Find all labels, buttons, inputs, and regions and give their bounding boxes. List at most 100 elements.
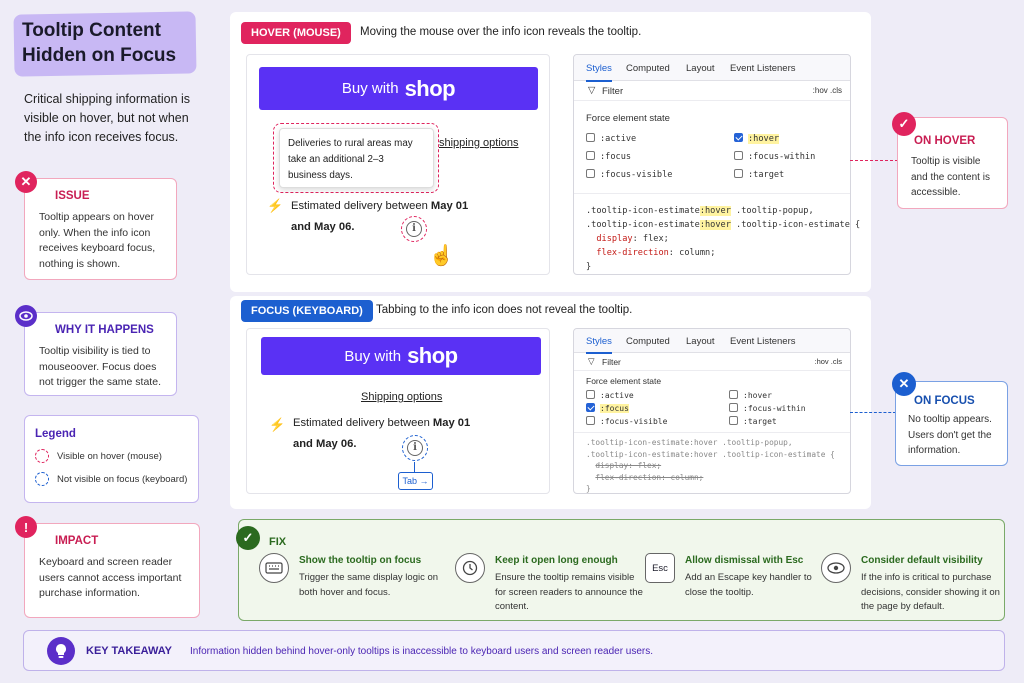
tooltip-popup: Deliveries to rural areas may take an ad…: [279, 128, 434, 188]
legend-item-hover: Visible on hover (mouse): [57, 451, 162, 462]
buy-with-shop-button[interactable]: Buy with shop: [261, 337, 541, 375]
tab-layout[interactable]: Layout: [686, 63, 715, 74]
tab-computed[interactable]: Computed: [626, 63, 670, 74]
hov-cls-toggle[interactable]: :hov .cls: [812, 86, 842, 95]
delivery-and: and: [293, 438, 313, 450]
info-icon[interactable]: i: [407, 440, 423, 456]
clock-icon: [455, 553, 485, 583]
state-focus-within[interactable]: :focus-within: [729, 403, 806, 413]
state-active[interactable]: :active: [586, 133, 636, 144]
fix-panel: ✓ FIX Show the tooltip on focus Trigger …: [236, 519, 1005, 621]
tab-computed[interactable]: Computed: [626, 336, 670, 347]
focus-pill: FOCUS (KEYBOARD): [241, 300, 373, 322]
page-title: Tooltip Content Hidden on Focus: [22, 20, 177, 66]
tab-connector: [414, 462, 415, 472]
devtools-focus: Styles Computed Layout Event Listeners ▽…: [573, 328, 851, 494]
esc-key-icon: Esc: [645, 553, 675, 583]
legend-card: Legend Visible on hover (mouse) Not visi…: [24, 415, 199, 503]
delivery-prefix: Estimated delivery between: [293, 417, 430, 429]
filter-bar[interactable]: ▽ Filter :hov .cls: [574, 353, 850, 371]
tab-event-listeners[interactable]: Event Listeners: [730, 63, 796, 74]
lightbulb-icon: [47, 637, 75, 665]
delivery-and: and: [291, 221, 311, 233]
state-focus-visible[interactable]: :focus-visible: [586, 416, 667, 426]
impact-body: Keyboard and screen reader users cannot …: [39, 556, 182, 599]
state-target[interactable]: :target: [729, 416, 777, 426]
buy-label: Buy with: [341, 80, 399, 97]
fix-title: Keep it open long enough: [495, 555, 618, 566]
delivery-date-end: May 06.: [316, 438, 357, 450]
css-rule-focus: .tooltip-icon-estimate:hover .tooltip-po…: [586, 438, 835, 493]
delivery-text: Estimated delivery between May 01 and Ma…: [291, 196, 541, 238]
fix-body: Add an Escape key handler to close the t…: [685, 572, 812, 598]
state-hover[interactable]: :hover: [734, 133, 780, 144]
eye-icon: [821, 553, 851, 583]
alert-icon: !: [15, 516, 37, 538]
on-focus-body: No tooltip appears. Users don't get the …: [908, 414, 992, 456]
tab-key-badge: Tab →: [398, 472, 433, 490]
devtools-hover: Styles Computed Layout Event Listeners ▽…: [573, 54, 860, 275]
focus-connector: [850, 412, 896, 413]
hover-pill: HOVER (MOUSE): [241, 22, 351, 44]
tab-styles[interactable]: Styles: [586, 336, 612, 354]
impact-heading: IMPACT: [55, 535, 99, 547]
tab-layout[interactable]: Layout: [686, 336, 715, 347]
delivery-date-start: May 01: [430, 200, 469, 212]
shipping-options-link[interactable]: shipping options: [439, 137, 519, 149]
delivery-date-start: May 01: [432, 417, 471, 429]
issue-body: Tooltip appears on hover only. When the …: [39, 211, 156, 270]
takeaway-heading: KEY TAKEAWAY: [86, 645, 172, 657]
delivery-icon: ⚡: [267, 198, 284, 213]
info-icon[interactable]: i: [406, 221, 422, 237]
css-rule-hover: .tooltip-icon-estimate:hover .tooltip-po…: [586, 206, 861, 272]
on-focus-card: ✕ ON FOCUS No tooltip appears. Users don…: [892, 372, 1008, 466]
buy-with-shop-button[interactable]: Buy with shop: [259, 67, 538, 110]
tooltip-highlight: [273, 123, 439, 193]
fix-body: Ensure the tooltip remains visible for s…: [495, 572, 643, 612]
eye-icon: [15, 305, 37, 327]
takeaway-body: Information hidden behind hover-only too…: [190, 646, 654, 657]
state-focus[interactable]: :focus: [586, 403, 629, 413]
hov-cls-toggle[interactable]: :hov .cls: [814, 357, 842, 366]
hover-connector: [850, 160, 898, 161]
why-heading: WHY IT HAPPENS: [55, 324, 154, 336]
tab-event-listeners[interactable]: Event Listeners: [730, 336, 796, 347]
filter-bar[interactable]: ▽ Filter :hov .cls: [574, 81, 850, 101]
shipping-options-link[interactable]: Shipping options: [361, 391, 443, 403]
fix-title: Show the tooltip on focus: [299, 555, 422, 566]
state-focus-within[interactable]: :focus-within: [734, 151, 815, 162]
tab-styles[interactable]: Styles: [586, 63, 612, 82]
focus-preview: Buy with shop Shipping options ⚡ Estimat…: [246, 328, 550, 494]
state-focus[interactable]: :focus: [586, 151, 631, 162]
state-active[interactable]: :active: [586, 390, 634, 400]
pointer-hand-icon: ☝: [429, 245, 454, 267]
check-icon: ✓: [236, 526, 260, 550]
fix-heading: FIX: [269, 536, 287, 548]
issue-card: ✕ ISSUE Tooltip appears on hover only. W…: [15, 171, 177, 280]
state-target[interactable]: :target: [734, 169, 784, 180]
shop-logo: shop: [407, 343, 458, 368]
force-state-label: Force element state: [586, 376, 662, 386]
hover-preview: Buy with shop Deliveries to rural areas …: [246, 54, 550, 275]
legend-item-focus: Not visible on focus (keyboard): [57, 474, 188, 485]
delivery-prefix: Estimated delivery between: [291, 200, 428, 212]
buy-label: Buy with: [344, 347, 402, 365]
close-icon: ✕: [15, 171, 37, 193]
devtools-tabs: Styles Computed Layout Event Listeners: [574, 329, 850, 354]
key-takeaway-bar: KEY TAKEAWAY Information hidden behind h…: [23, 630, 1005, 671]
delivery-date-end: May 06.: [314, 221, 355, 233]
why-card: WHY IT HAPPENS Tooltip visibility is tie…: [15, 305, 177, 396]
close-icon: ✕: [892, 372, 916, 396]
focus-ring-keyboard: [402, 435, 428, 461]
why-body: Tooltip visibility is tied to mouseoover…: [39, 345, 161, 388]
issue-heading: ISSUE: [55, 190, 90, 202]
state-focus-visible[interactable]: :focus-visible: [586, 169, 672, 180]
force-state-label: Force element state: [586, 113, 670, 124]
focus-panel: FOCUS (KEYBOARD) Tabbing to the info ico…: [230, 296, 871, 509]
focus-ring-hover: [401, 216, 427, 242]
on-focus-heading: ON FOCUS: [914, 395, 975, 407]
state-hover[interactable]: :hover: [729, 390, 772, 400]
filter-icon: ▽: [588, 85, 596, 96]
dashed-circle-blue-icon: [35, 472, 49, 486]
hover-panel: HOVER (MOUSE) Moving the mouse over the …: [230, 12, 871, 292]
